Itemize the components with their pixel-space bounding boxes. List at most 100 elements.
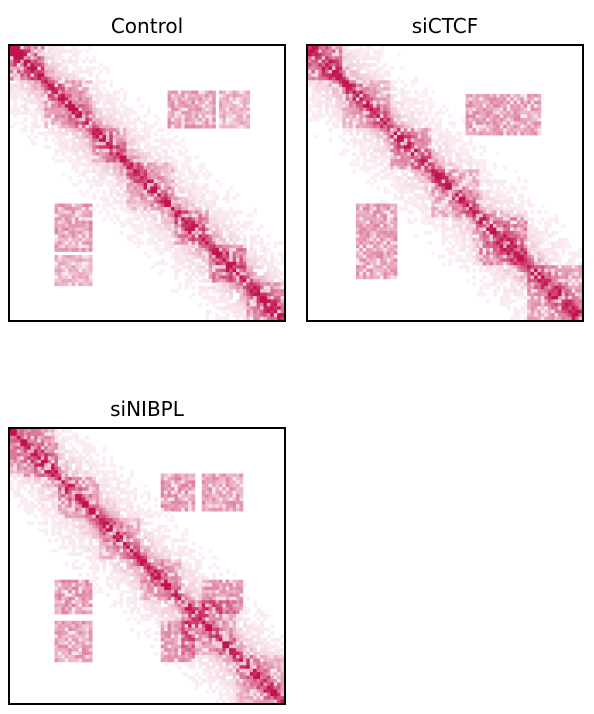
heatmap-cell: [222, 93, 227, 98]
heatmap-cell: [51, 83, 55, 88]
heatmap-cell: [205, 285, 209, 290]
heatmap-cell: [71, 104, 76, 108]
heatmap-cell: [379, 52, 384, 57]
heatmap-cell: [205, 169, 209, 174]
heatmap-cell: [170, 217, 175, 222]
heatmap-cell: [503, 124, 507, 129]
heatmap-cell: [205, 230, 209, 235]
heatmap-cell: [431, 196, 436, 201]
heatmap-cell: [266, 261, 271, 266]
heatmap-cell: [75, 145, 79, 150]
heatmap-cell: [44, 100, 49, 105]
heatmap-cell: [318, 73, 323, 78]
heatmap-cell: [75, 152, 79, 156]
heatmap-cell: [239, 309, 244, 314]
heatmap-cell: [153, 186, 158, 191]
heatmap-cell: [229, 261, 233, 266]
heatmap-cell: [475, 193, 480, 198]
heatmap-cell: [458, 176, 463, 180]
heatmap-cell: [537, 104, 542, 108]
heatmap-cell: [386, 172, 391, 177]
heatmap-cell: [71, 87, 76, 91]
heatmap-cell: [393, 165, 398, 170]
heatmap-cell: [534, 230, 538, 235]
heatmap-cell: [472, 107, 477, 112]
heatmap-cell: [208, 217, 213, 222]
heatmap-cell: [366, 69, 370, 74]
heatmap-cell: [503, 111, 507, 115]
heatmap-cell: [506, 189, 511, 194]
heatmap-cell: [465, 152, 470, 156]
heatmap-cell: [359, 46, 364, 50]
heatmap-cell: [61, 217, 66, 222]
heatmap-cell: [366, 124, 370, 129]
heatmap-cell: [397, 114, 401, 119]
heatmap-cell: [225, 272, 230, 276]
heatmap-cell: [236, 248, 240, 252]
heatmap-cell: [520, 200, 525, 204]
heatmap-cell: [225, 241, 230, 245]
heatmap-cell: [544, 230, 549, 235]
heatmap-cell: [75, 90, 79, 95]
heatmap-cell: [482, 148, 487, 153]
heatmap-cell: [99, 179, 103, 184]
heatmap-cell: [510, 100, 514, 105]
heatmap-cell: [212, 121, 216, 126]
heatmap-cell: [253, 261, 257, 266]
heatmap-cell: [260, 224, 264, 228]
heatmap-cell: [431, 206, 436, 211]
heatmap-cell: [362, 128, 367, 132]
heatmap-cell: [95, 128, 100, 132]
heatmap-cell: [133, 159, 138, 163]
heatmap-cell: [208, 227, 213, 232]
heatmap-cell: [321, 59, 326, 64]
heatmap-cell: [140, 220, 144, 225]
heatmap-cell: [78, 155, 83, 160]
heatmap-cell: [280, 292, 284, 297]
heatmap-cell: [236, 124, 240, 129]
heatmap-cell: [520, 186, 525, 191]
heatmap-cell: [81, 69, 86, 74]
heatmap-cell: [462, 200, 466, 204]
heatmap-cell: [95, 189, 100, 194]
heatmap-cell: [222, 97, 227, 102]
heatmap-cell: [78, 172, 83, 177]
heatmap-cell: [366, 227, 370, 232]
heatmap-cell: [468, 93, 473, 98]
heatmap-cell: [414, 169, 418, 174]
heatmap-cell: [95, 66, 100, 71]
heatmap-cell: [355, 162, 360, 167]
heatmap-cell: [239, 261, 244, 266]
heatmap-cell: [468, 206, 473, 211]
heatmap-cell: [85, 241, 90, 245]
heatmap-cell: [369, 104, 374, 108]
heatmap-cell: [270, 272, 275, 276]
heatmap-cell: [81, 203, 86, 208]
heatmap-cell: [352, 138, 357, 143]
heatmap-cell: [191, 272, 196, 276]
heatmap-cell: [153, 131, 158, 136]
heatmap-cell: [263, 285, 268, 290]
heatmap-cell: [68, 80, 72, 85]
heatmap-cell: [205, 289, 209, 293]
heatmap-cell: [30, 87, 35, 91]
heatmap-cell: [468, 244, 473, 249]
heatmap-cell: [318, 49, 323, 54]
heatmap-cell: [314, 93, 319, 98]
heatmap-cell: [102, 124, 107, 129]
heatmap-cell: [516, 234, 521, 239]
heatmap-cell: [499, 128, 504, 132]
heatmap-cell: [338, 80, 343, 85]
heatmap-cell: [260, 275, 264, 280]
heatmap-cell: [516, 131, 521, 136]
heatmap-cell: [174, 121, 179, 126]
heatmap-cell: [153, 210, 158, 215]
heatmap-cell: [431, 176, 436, 180]
heatmap-cell: [403, 135, 408, 139]
heatmap-cell: [174, 165, 179, 170]
heatmap-cell: [270, 275, 275, 280]
heatmap-cell: [431, 155, 436, 160]
heatmap-cell: [167, 100, 172, 105]
heatmap-cell: [208, 117, 213, 122]
heatmap-cell: [64, 213, 69, 218]
